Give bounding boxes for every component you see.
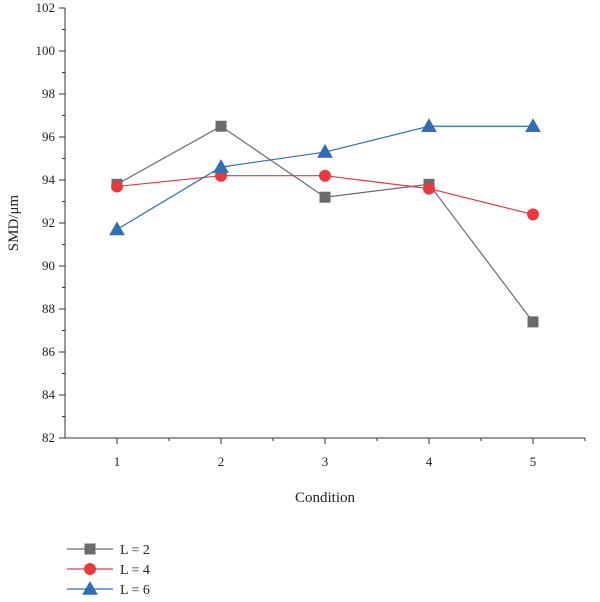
- data-point: [109, 221, 125, 236]
- y-tick-label: 96: [42, 129, 56, 144]
- y-tick-label: 102: [36, 0, 56, 15]
- y-tick-label: 84: [42, 387, 56, 402]
- y-axis-ticks: 82 84 86 88 90 92 94 96 98 100 102: [36, 0, 65, 445]
- legend-item: L = 4: [67, 563, 150, 578]
- x-tick-label: 3: [322, 454, 329, 469]
- data-point: [527, 208, 539, 221]
- y-tick-label: 92: [42, 215, 55, 230]
- series-2: [111, 169, 539, 221]
- data-point: [317, 144, 333, 158]
- series-3: [109, 118, 541, 236]
- y-tick-label: 88: [42, 301, 55, 316]
- legend-marker: [82, 580, 98, 595]
- x-tick-label: 4: [426, 454, 433, 469]
- y-tick-label: 94: [42, 172, 56, 187]
- legend-item: L = 2: [67, 543, 150, 558]
- x-tick-label: 2: [218, 454, 225, 469]
- y-axis-title: SMD/μm: [6, 194, 22, 251]
- legend: L = 2 L = 4 L = 6: [67, 543, 150, 598]
- legend-label: L = 4: [120, 563, 150, 578]
- x-axis-title: Condition: [295, 490, 356, 506]
- legend-label: L = 6: [120, 583, 150, 598]
- x-axis-ticks: 1 2 3 4 5: [114, 438, 586, 469]
- data-point: [423, 182, 435, 195]
- x-tick-label: 1: [114, 454, 121, 469]
- legend-marker: [84, 563, 96, 575]
- legend-item: L = 6: [67, 580, 150, 598]
- x-tick-label: 5: [530, 454, 537, 469]
- y-tick-label: 82: [42, 430, 55, 445]
- data-point: [111, 180, 123, 193]
- data-point: [525, 118, 541, 132]
- data-point: [527, 316, 539, 328]
- data-point: [215, 120, 227, 132]
- data-point: [421, 118, 437, 132]
- y-tick-label: 98: [42, 86, 55, 101]
- data-point: [319, 169, 331, 182]
- series-layer: [109, 118, 541, 328]
- y-tick-label: 100: [36, 43, 56, 58]
- y-tick-label: 86: [42, 344, 56, 359]
- y-tick-label: 90: [42, 258, 55, 273]
- legend-marker: [84, 543, 96, 555]
- legend-label: L = 2: [120, 543, 150, 558]
- data-point: [319, 191, 331, 203]
- axes: [64, 8, 585, 439]
- data-point: [213, 159, 229, 173]
